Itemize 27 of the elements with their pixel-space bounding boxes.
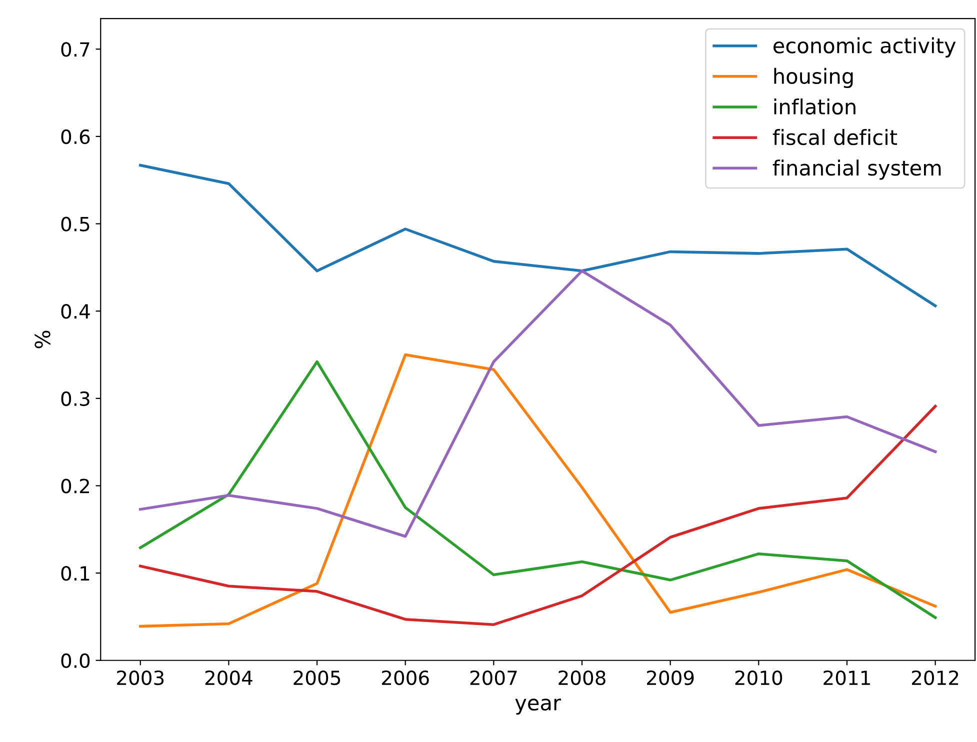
x-tick-label: 2005 [294, 670, 340, 686]
line-series [138, 270, 937, 538]
x-tick-label: 2003 [117, 670, 164, 686]
x-tick-label: 2010 [735, 670, 782, 686]
legend-label: financial system [772, 160, 941, 180]
y-tick-label: 0.0 [61, 653, 90, 668]
x-tick-label: 2006 [382, 670, 429, 686]
x-tick-label: 2008 [558, 670, 606, 686]
legend-label: housing [774, 68, 853, 88]
x-tick-label: 2011 [824, 670, 870, 686]
y-tick-label: 0.1 [61, 566, 90, 581]
y-tick-label: 0.2 [61, 478, 89, 494]
y-tick-label: 0.6 [61, 129, 90, 144]
y-tick-label: 0.7 [61, 42, 90, 57]
legend-label: inflation [774, 98, 856, 115]
x-tick-label: 2004 [205, 670, 252, 686]
y-axis-title: % [34, 330, 50, 348]
x-tick-label: 2007 [470, 670, 517, 686]
y-tick-label: 0.3 [61, 391, 90, 406]
y-tick-label: 0.5 [61, 216, 90, 232]
x-tick-label: 2009 [647, 670, 694, 686]
line-series [138, 404, 937, 626]
legend-label: fiscal deficit [772, 129, 898, 146]
y-tick-label: 0.4 [61, 304, 90, 319]
legend-label: economic activity [774, 37, 956, 58]
x-axis-title: year [515, 698, 562, 715]
x-tick-label: 2012 [912, 670, 958, 686]
